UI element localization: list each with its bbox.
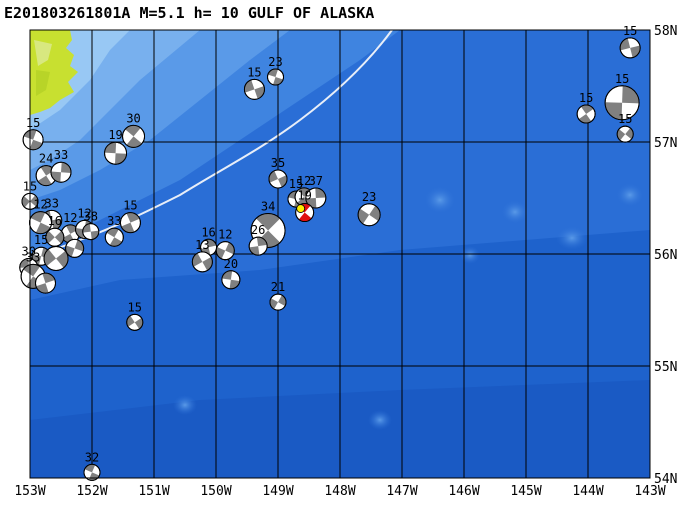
- focal-mechanism[interactable]: 21: [269, 280, 287, 311]
- focal-mechanism[interactable]: 15: [119, 199, 141, 234]
- focal-mechanism[interactable]: 15: [576, 91, 596, 124]
- depth-label: 15: [123, 199, 137, 213]
- focal-mechanism[interactable]: 30: [122, 111, 146, 148]
- focal-mechanism[interactable]: 15: [604, 72, 640, 121]
- focal-mechanism[interactable]: 37: [305, 174, 327, 209]
- focal-mechanism[interactable]: [35, 272, 56, 294]
- epicenter-star: [296, 204, 306, 213]
- depth-label: 16: [48, 214, 62, 228]
- focal-mechanism[interactable]: 23: [267, 55, 285, 86]
- focal-mechanism[interactable]: 12: [29, 198, 53, 235]
- focal-mechanism[interactable]: 35: [268, 156, 288, 189]
- focal-mechanism[interactable]: 26: [248, 223, 268, 256]
- lon-tick-label: 151W: [138, 484, 169, 499]
- depth-label: 38: [84, 210, 98, 224]
- lon-tick-label: 143W: [634, 484, 665, 499]
- depth-label: 15: [618, 112, 632, 126]
- main-event[interactable]: 19: [295, 189, 315, 223]
- depth-label: 15: [128, 300, 142, 314]
- map-title: E201803261801A M=5.1 h= 10 GULF OF ALASK…: [4, 4, 375, 22]
- focal-mechanism[interactable]: 19: [104, 128, 128, 165]
- map-frame: [29, 29, 651, 479]
- depth-label: 37: [309, 174, 323, 188]
- focal-mechanism[interactable]: [43, 245, 69, 271]
- focal-mechanism[interactable]: 33: [50, 148, 72, 183]
- depth-label: 12: [297, 174, 311, 188]
- depth-label: 32: [85, 450, 99, 464]
- depth-label: 30: [126, 111, 140, 125]
- focal-mechanism[interactable]: 15: [243, 65, 265, 100]
- axis-labels: 153W 152W 151W 150W 149W 148W 147W 146W 145W 144W…: [14, 24, 677, 499]
- lon-tick-label: 150W: [200, 484, 231, 499]
- depth-label: 33: [26, 250, 40, 264]
- lon-tick-label: 148W: [324, 484, 355, 499]
- lon-tick-label: 147W: [386, 484, 417, 499]
- depth-label: 12: [63, 211, 77, 225]
- depth-label: 20: [224, 257, 238, 271]
- depth-label: 26: [251, 223, 265, 237]
- lat-tick-label: 54N: [654, 472, 677, 487]
- depth-label: 15: [247, 65, 261, 79]
- depth-label: 15: [615, 72, 629, 86]
- focal-mechanism[interactable]: [65, 238, 85, 258]
- depth-label: 35: [271, 156, 285, 170]
- depth-label: 24: [39, 152, 53, 166]
- focal-mechanism[interactable]: 15: [619, 24, 641, 59]
- lat-lon-grid: [30, 30, 650, 478]
- depth-label: 12: [77, 206, 91, 220]
- depth-label: 12: [33, 198, 47, 212]
- depth-label: 30: [22, 244, 36, 258]
- depth-label: 33: [54, 148, 68, 162]
- lon-tick-label: 149W: [262, 484, 293, 499]
- focal-mechanism[interactable]: 15: [22, 116, 44, 151]
- depth-label: 23: [268, 55, 282, 69]
- depth-label: 34: [261, 199, 275, 213]
- focal-mechanism[interactable]: 16: [45, 214, 65, 247]
- depth-label: 19: [108, 128, 122, 142]
- depth-label: 21: [271, 280, 285, 294]
- depth-label: 15: [623, 24, 637, 38]
- lat-tick-label: 55N: [654, 360, 677, 375]
- depth-label: 15: [26, 116, 40, 130]
- depth-label: 33: [107, 214, 121, 228]
- lon-tick-label: 144W: [572, 484, 603, 499]
- depth-label: 15: [34, 233, 48, 247]
- depth-label: 13: [195, 238, 209, 252]
- lon-tick-label: 146W: [448, 484, 479, 499]
- focal-mechanism[interactable]: 12: [215, 228, 235, 261]
- focal-mechanism[interactable]: 33: [104, 214, 124, 247]
- lon-tick-label: 153W: [14, 484, 45, 499]
- lat-tick-label: 56N: [654, 248, 677, 263]
- lon-tick-label: 145W: [510, 484, 541, 499]
- depth-label: 16: [201, 225, 215, 239]
- lon-tick-label: 152W: [76, 484, 107, 499]
- focal-mechanism[interactable]: 13: [191, 238, 213, 273]
- lat-tick-label: 57N: [654, 136, 677, 151]
- depth-label: 23: [362, 190, 376, 204]
- focal-mechanism[interactable]: 24: [35, 152, 57, 187]
- focal-mechanism[interactable]: 23: [357, 190, 381, 227]
- depth-label: 15: [289, 177, 303, 191]
- depth-label: 15: [579, 91, 593, 105]
- lat-tick-label: 58N: [654, 24, 677, 39]
- focal-mechanism[interactable]: 20: [221, 257, 241, 290]
- focal-mechanism[interactable]: 38: [82, 210, 100, 241]
- focal-mechanism[interactable]: 15: [126, 300, 144, 331]
- focal-mechanism[interactable]: 15: [616, 112, 634, 143]
- main-event-depth-label: 19: [297, 189, 311, 203]
- depth-label: 33: [44, 196, 58, 210]
- depth-label: 12: [218, 228, 232, 242]
- focal-mechanism[interactable]: 32: [83, 450, 101, 481]
